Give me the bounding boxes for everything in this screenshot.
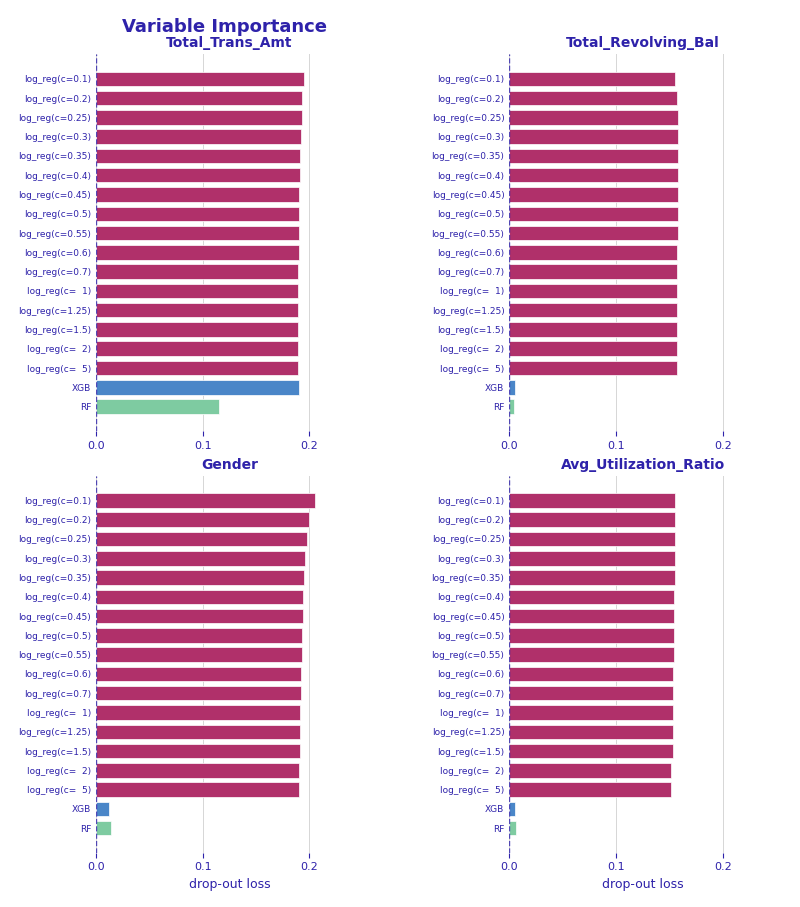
Bar	[510, 207, 678, 221]
Bar	[96, 744, 300, 758]
Bar	[96, 399, 218, 414]
Bar	[510, 245, 677, 259]
Bar	[510, 667, 673, 681]
Bar	[510, 802, 514, 816]
Bar	[96, 303, 298, 317]
Bar	[510, 493, 674, 508]
Bar	[510, 763, 671, 777]
Bar	[510, 91, 677, 105]
Bar	[96, 91, 302, 105]
Bar	[96, 609, 303, 623]
Bar	[96, 512, 310, 527]
Bar	[510, 361, 677, 375]
Bar	[510, 629, 674, 643]
Bar	[96, 72, 304, 86]
Bar	[96, 130, 301, 144]
Bar	[96, 149, 300, 163]
Bar	[96, 571, 304, 585]
Bar	[96, 380, 298, 395]
Bar	[96, 667, 301, 681]
Bar	[96, 783, 298, 797]
Bar	[96, 187, 298, 201]
Bar	[510, 783, 671, 797]
Bar	[96, 551, 305, 565]
Bar	[96, 821, 111, 835]
Bar	[510, 706, 673, 720]
Bar	[510, 590, 674, 604]
Bar	[96, 686, 301, 700]
Bar	[510, 551, 674, 565]
Title: Total_Revolving_Bal: Total_Revolving_Bal	[566, 36, 719, 51]
X-axis label: drop-out loss: drop-out loss	[189, 878, 270, 891]
Bar	[96, 532, 307, 546]
Bar	[96, 493, 314, 508]
Bar	[96, 207, 298, 221]
Bar	[510, 399, 514, 414]
Bar	[510, 725, 673, 739]
Title: Avg_Utilization_Ratio: Avg_Utilization_Ratio	[561, 458, 725, 473]
Bar	[96, 342, 298, 356]
Bar	[510, 744, 673, 758]
Bar	[510, 609, 674, 623]
Bar	[96, 322, 298, 336]
Bar	[510, 187, 678, 201]
Bar	[96, 590, 303, 604]
Bar	[96, 802, 109, 816]
Bar	[510, 284, 677, 298]
Bar	[510, 72, 674, 86]
Bar	[96, 706, 300, 720]
Bar	[510, 264, 677, 278]
Bar	[510, 648, 674, 662]
Bar	[510, 512, 674, 527]
Title: Gender: Gender	[201, 458, 258, 473]
Bar	[510, 686, 673, 700]
Bar	[510, 168, 678, 182]
Bar	[96, 284, 298, 298]
Bar	[510, 322, 677, 336]
Bar	[96, 361, 298, 375]
Bar	[510, 110, 678, 124]
Bar	[96, 763, 298, 777]
Bar	[510, 303, 677, 317]
Bar	[510, 571, 674, 585]
Bar	[510, 821, 516, 835]
Bar	[96, 648, 302, 662]
Bar	[96, 226, 298, 240]
Bar	[96, 168, 300, 182]
Bar	[510, 380, 514, 395]
Bar	[96, 629, 302, 643]
Bar	[510, 342, 677, 356]
Bar	[96, 725, 300, 739]
Bar	[510, 226, 678, 240]
Bar	[96, 245, 298, 259]
Bar	[510, 130, 678, 144]
Bar	[96, 110, 302, 124]
Bar	[510, 532, 674, 546]
Bar	[96, 264, 298, 278]
Text: Variable Importance: Variable Importance	[122, 18, 326, 36]
Title: Total_Trans_Amt: Total_Trans_Amt	[166, 36, 293, 51]
X-axis label: drop-out loss: drop-out loss	[602, 878, 683, 891]
Bar	[510, 149, 678, 163]
